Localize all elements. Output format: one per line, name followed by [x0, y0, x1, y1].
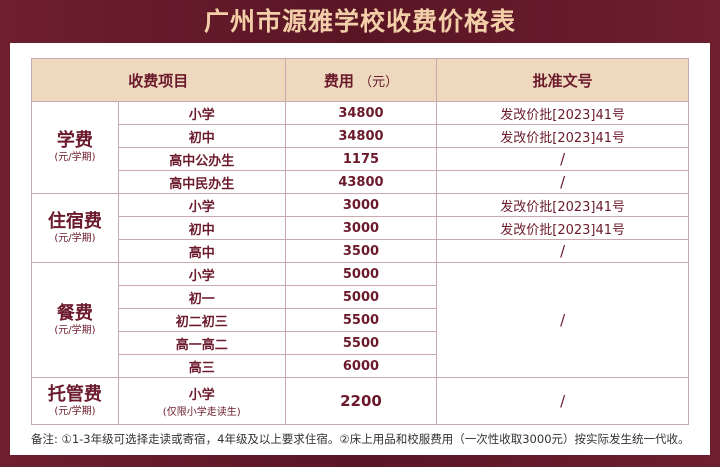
approval-cell: 发改价批[2023]41号 [436, 101, 689, 125]
level-cell: 高中民办生 [117, 170, 286, 194]
table-row: 高中 3500 / [32, 239, 689, 263]
level-cell: 高中公办生 [117, 147, 286, 171]
group-name: 餐费 [56, 302, 93, 324]
group-tuition: 学费 (元/学期) [31, 101, 119, 194]
fee-card: 收费项目 费用 （元） 批准文号 学费 (元/学期) 小学 34800 发改价批[… [10, 43, 710, 455]
table-row: 住宿费 (元/学期) 小学 3000 发改价批[2023]41号 [31, 193, 689, 263]
table-row: 高一高二 5500 [32, 331, 689, 355]
approval-cell: / [436, 147, 689, 171]
table-row: 初中 34800 发改价批[2023]41号 [32, 124, 689, 148]
level-note: (仅限小学走读生) [162, 407, 241, 418]
group-name: 学费 [56, 130, 93, 151]
fee-cell: 34800 [284, 124, 438, 148]
approval-cell: 发改价批[2023]41号 [436, 124, 689, 148]
header-fee-unit: （元） [359, 74, 399, 90]
page-title: 广州市源雅学校收费价格表 [203, 7, 516, 36]
table-row: 初一 5000 [32, 285, 689, 309]
fee-cell: 5500 [284, 331, 438, 355]
fee-cell: 43800 [284, 170, 438, 194]
approval-cell: 发改价批[2023]41号 [436, 216, 689, 240]
group-name: 托管费 [47, 383, 102, 405]
header-fee-label: 费用 [323, 71, 354, 90]
table-row: 餐费 (元/学期) 小学 5000 / [31, 262, 689, 378]
approval-cell: / [436, 170, 689, 194]
fee-cell: 5000 [284, 285, 438, 309]
group-unit: (元/学期) [54, 232, 96, 244]
fee-cell: 3000 [284, 216, 438, 240]
level-cell: 初一 [117, 285, 286, 309]
level-cell: 初二初三 [117, 308, 286, 332]
header-fee: 费用 （元） [284, 58, 438, 102]
table-row: 托管费 (元/学期) 小学 (仅限小学走读生) 2200 / [31, 377, 689, 425]
approval-cell: / [436, 377, 689, 425]
group-meals: 餐费 (元/学期) [31, 262, 119, 378]
level-cell: 小学 (仅限小学走读生) [117, 377, 286, 425]
fee-cell: 5000 [284, 262, 438, 286]
fee-cell: 34800 [284, 101, 438, 125]
table-row: 高三 6000 [32, 354, 689, 378]
table-header: 收费项目 费用 （元） 批准文号 [31, 58, 689, 102]
approval-cell: / [436, 262, 689, 378]
level-cell: 小学 [117, 193, 286, 217]
level-cell: 高三 [117, 354, 286, 378]
fee-cell: 3500 [284, 239, 438, 263]
group-unit: (元/学期) [54, 405, 96, 417]
table-row: 初中 3000 发改价批[2023]41号 [32, 216, 689, 240]
header-approval: 批准文号 [436, 58, 689, 102]
group-boarding: 住宿费 (元/学期) [31, 193, 119, 263]
level-cell: 小学 [117, 262, 286, 286]
fee-cell: 5500 [284, 308, 438, 332]
fee-cell: 1175 [284, 147, 438, 171]
level-cell: 初中 [117, 124, 286, 148]
table-row: 学费 (元/学期) 小学 34800 发改价批[2023]41号 [31, 101, 689, 194]
table-row: 高中民办生 43800 / [32, 170, 689, 194]
fee-cell: 2200 [284, 377, 438, 425]
fee-cell: 3000 [284, 193, 438, 217]
group-unit: (元/学期) [54, 324, 96, 336]
approval-cell: / [436, 239, 689, 263]
header-item: 收费项目 [31, 58, 286, 102]
level-cell: 高一高二 [117, 331, 286, 355]
fee-table: 收费项目 费用 （元） 批准文号 学费 (元/学期) 小学 34800 发改价批[… [31, 58, 689, 425]
level-cell: 小学 [117, 101, 286, 125]
fee-cell: 6000 [284, 354, 438, 378]
table-row: 高中公办生 1175 / [32, 147, 689, 171]
footnote: 备注: ①1-3年级可选择走读或寄宿，4年级及以上要求住宿。②床上用品和校服费用… [31, 432, 690, 446]
approval-cell: 发改价批[2023]41号 [436, 193, 689, 217]
group-childcare: 托管费 (元/学期) [31, 377, 119, 425]
level-cell: 高中 [117, 239, 286, 263]
group-name: 住宿费 [47, 210, 102, 232]
level-label: 小学 [188, 388, 215, 403]
level-cell: 初中 [117, 216, 286, 240]
group-unit: (元/学期) [54, 152, 96, 163]
